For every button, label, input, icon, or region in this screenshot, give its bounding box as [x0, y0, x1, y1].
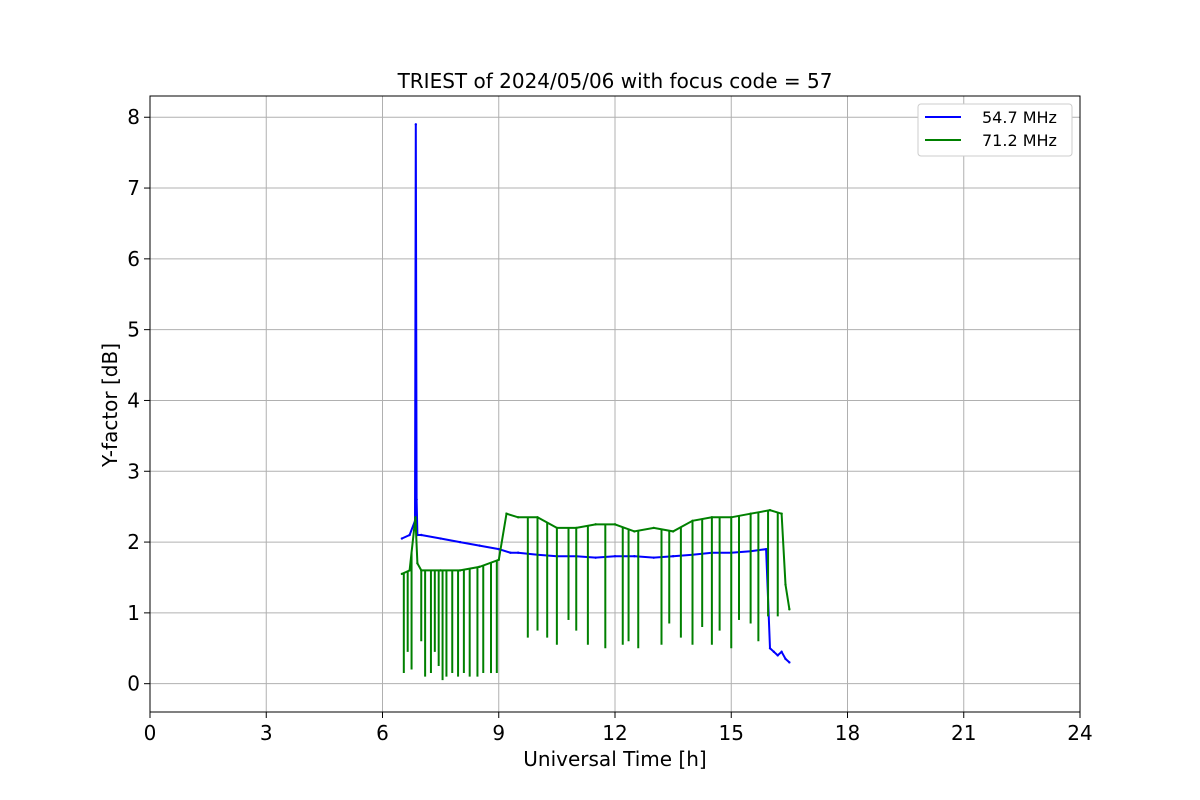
series-0-point-29	[780, 650, 783, 654]
legend: 54.7 MHz 71.2 MHz	[917, 103, 1073, 157]
series-0-point-6	[420, 533, 423, 537]
legend-label-1: 71.2 MHz	[982, 131, 1057, 150]
series-0-point-3	[414, 123, 418, 126]
y-tick-label-5: 5	[127, 318, 140, 342]
series-layer	[400, 123, 791, 681]
series-0-point-9	[478, 544, 481, 547]
x-axis-label: Universal Time [h]	[523, 747, 706, 771]
series-0-point-25	[764, 547, 768, 551]
x-tick-label-5: 15	[719, 721, 744, 745]
series-1-point-6	[458, 569, 462, 572]
series-0-point-31	[788, 661, 791, 664]
y-tick-label-1: 1	[127, 601, 140, 625]
series-0-point-18	[633, 555, 636, 558]
series-1-point-8	[497, 558, 500, 561]
series-1-point-1	[408, 569, 411, 572]
series-0-point-30	[784, 657, 787, 661]
series-0-point-4	[415, 498, 418, 501]
legend-label-0: 54.7 MHz	[982, 108, 1057, 127]
series-0-point-10	[497, 547, 500, 551]
series-1-point-24	[780, 512, 783, 515]
series-0-point-20	[671, 555, 675, 558]
y-tick-label-8: 8	[127, 105, 140, 129]
series-0-point-28	[776, 654, 779, 657]
series-0-point-26	[768, 647, 772, 650]
series-1-point-7	[478, 565, 481, 569]
series-1-point-25	[784, 583, 787, 586]
series-1-point-10	[516, 516, 520, 519]
series-1-point-9	[505, 512, 508, 515]
series-0-point-17	[613, 555, 617, 558]
series-0-point-0	[400, 537, 404, 540]
y-tick-label-0: 0	[127, 672, 140, 696]
series-1-point-17	[652, 526, 655, 530]
y-tick-label-6: 6	[127, 247, 140, 271]
y-tick-label-2: 2	[127, 530, 140, 554]
series-0-point-12	[516, 551, 520, 554]
series-1-point-26	[788, 608, 791, 611]
series-1-point-16	[633, 530, 636, 533]
x-tick-label-8: 24	[1067, 721, 1092, 745]
chart-title: TRIEST of 2024/05/06 with focus code = 5…	[397, 69, 833, 93]
series-0-point-16	[594, 556, 597, 559]
y-tick-label-3: 3	[127, 459, 140, 483]
series-0-point-8	[458, 540, 462, 544]
x-tick-label-6: 18	[835, 721, 860, 745]
y-tick-label-4: 4	[127, 388, 140, 412]
series-1-point-3	[416, 562, 419, 565]
series-0-point-1	[408, 533, 411, 537]
x-tick-label-4: 12	[602, 721, 627, 745]
y-tick-label-7: 7	[127, 176, 140, 200]
series-1-point-14	[594, 523, 597, 526]
series-1-point-0	[400, 572, 404, 576]
series-1-point-18	[671, 530, 675, 533]
series-0-point-11	[509, 551, 512, 554]
series-1	[400, 509, 791, 681]
y-axis-label: Y-factor [dB]	[98, 343, 122, 468]
x-tick-label-0: 0	[144, 721, 157, 745]
series-1-point-23	[768, 509, 772, 512]
x-tick-label-3: 9	[492, 721, 505, 745]
series-0-point-7	[439, 537, 442, 540]
grid	[149, 96, 1081, 712]
x-tick-label-2: 6	[376, 721, 389, 745]
series-1-point-15	[613, 523, 617, 526]
series-1-point-5	[439, 569, 442, 572]
x-tick-label-1: 3	[260, 721, 273, 745]
x-tick-label-7: 21	[951, 721, 976, 745]
series-0-point-19	[652, 556, 655, 559]
series-0-point-27	[772, 650, 776, 654]
series-1-point-2	[414, 516, 417, 519]
